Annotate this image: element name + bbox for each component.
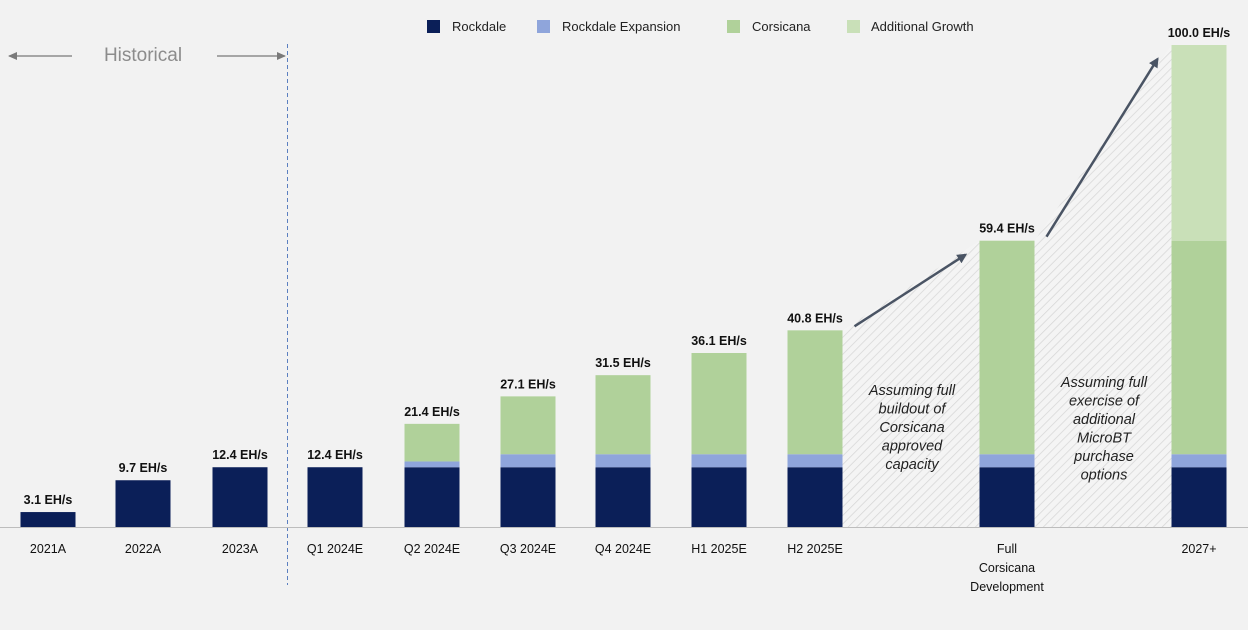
category-label-line: Corsicana bbox=[979, 561, 1035, 575]
value-label: 21.4 EH/s bbox=[404, 405, 460, 419]
category-label-line: 2021A bbox=[30, 542, 67, 556]
annotation-line: approved bbox=[882, 439, 943, 455]
category-label-line: 2023A bbox=[222, 542, 259, 556]
category-label: 2023A bbox=[222, 542, 259, 556]
value-label: 27.1 EH/s bbox=[500, 377, 556, 391]
growth-arrow-2 bbox=[1045, 57, 1159, 238]
legend-label-rockdale-expansion: Rockdale Expansion bbox=[562, 19, 681, 34]
value-label: 59.4 EH/s bbox=[979, 222, 1035, 236]
bar-h2-2025e-corsicana bbox=[787, 330, 843, 455]
annotation-line: options bbox=[1081, 468, 1128, 484]
legend-swatch-additional-growth bbox=[847, 20, 860, 33]
annotation-line: capacity bbox=[885, 457, 939, 473]
legend-swatch-rockdale bbox=[427, 20, 440, 33]
category-label: H1 2025E bbox=[691, 542, 747, 556]
category-label-line: Development bbox=[970, 580, 1044, 594]
category-label-line: Q2 2024E bbox=[404, 542, 460, 556]
annotation-line: Corsicana bbox=[879, 420, 944, 436]
category-label-line: Full bbox=[997, 542, 1017, 556]
value-label: 36.1 EH/s bbox=[691, 334, 747, 348]
category-label: 2021A bbox=[30, 542, 67, 556]
value-label: 9.7 EH/s bbox=[119, 461, 168, 475]
bar-full-corsicana-development-rockdale bbox=[979, 467, 1035, 527]
legend-swatch-corsicana bbox=[727, 20, 740, 33]
category-label: Q1 2024E bbox=[307, 542, 363, 556]
bar-2027-corsicana bbox=[1171, 240, 1227, 455]
value-label: 12.4 EH/s bbox=[307, 448, 363, 462]
historical-marker: Historical bbox=[8, 45, 286, 66]
bar-q4-2024e-rockdale bbox=[595, 467, 651, 527]
growth-arrow-1 bbox=[853, 253, 968, 328]
category-label-line: 2027+ bbox=[1181, 542, 1216, 556]
category-label: 2022A bbox=[125, 542, 162, 556]
historical-label: Historical bbox=[104, 45, 182, 66]
bar-2023a-rockdale bbox=[212, 467, 268, 527]
category-label: Full Corsicana Development bbox=[970, 542, 1044, 594]
annotation-line: exercise of bbox=[1069, 394, 1141, 410]
legend-label-corsicana: Corsicana bbox=[752, 19, 811, 34]
annotations: Assuming full buildout of Corsicana approve… bbox=[868, 375, 1148, 484]
category-label-line: Q4 2024E bbox=[595, 542, 651, 556]
bar-q3-2024e-rockdale-expansion bbox=[500, 454, 556, 468]
bar-q2-2024e-rockdale bbox=[404, 467, 460, 527]
hatch-area-2 bbox=[1034, 45, 1172, 527]
legend-swatch-rockdale-expansion bbox=[537, 20, 550, 33]
annotation-line: buildout of bbox=[879, 402, 948, 418]
bar-2022a-rockdale bbox=[115, 480, 171, 527]
bar-q3-2024e-rockdale bbox=[500, 467, 556, 527]
bar-q3-2024e-corsicana bbox=[500, 396, 556, 455]
annotation-2: Assuming full exercise of additional MicroB… bbox=[1060, 375, 1148, 484]
bar-2027-rockdale bbox=[1171, 467, 1227, 527]
growth-arrows bbox=[853, 57, 1159, 328]
bar-2021a-rockdale bbox=[20, 512, 76, 527]
value-label: 12.4 EH/s bbox=[212, 448, 268, 462]
bar-h1-2025e-corsicana bbox=[691, 352, 747, 455]
category-labels: 2021A 2022A 2023A Q1 2024E Q2 2024E Q3 2024E Q… bbox=[30, 542, 1217, 594]
value-label: 31.5 EH/s bbox=[595, 356, 651, 370]
bar-q4-2024e-corsicana bbox=[595, 375, 651, 455]
category-label-line: H2 2025E bbox=[787, 542, 843, 556]
category-label-line: H1 2025E bbox=[691, 542, 747, 556]
bar-q4-2024e-rockdale-expansion bbox=[595, 454, 651, 468]
bar-q1-2024e-rockdale bbox=[307, 467, 363, 527]
legend-label-rockdale: Rockdale bbox=[452, 19, 506, 34]
value-label: 100.0 EH/s bbox=[1168, 26, 1231, 40]
annotation-line: purchase bbox=[1073, 449, 1134, 465]
value-label: 40.8 EH/s bbox=[787, 311, 843, 325]
bars bbox=[20, 45, 1227, 527]
bar-full-corsicana-development-corsicana bbox=[979, 240, 1035, 455]
category-label-line: 2022A bbox=[125, 542, 162, 556]
value-labels: 3.1 EH/s 9.7 EH/s 12.4 EH/s 12.4 EH/s 21.4 E… bbox=[24, 26, 1231, 507]
category-label: Q2 2024E bbox=[404, 542, 460, 556]
category-label: H2 2025E bbox=[787, 542, 843, 556]
bar-h1-2025e-rockdale-expansion bbox=[691, 454, 747, 468]
legend: Rockdale Rockdale Expansion Corsicana Addit… bbox=[427, 19, 974, 34]
value-label: 3.1 EH/s bbox=[24, 493, 73, 507]
annotation-line: Assuming full bbox=[868, 383, 956, 399]
annotation-line: additional bbox=[1073, 412, 1136, 428]
category-label: 2027+ bbox=[1181, 542, 1216, 556]
annotation-1: Assuming full buildout of Corsicana approve… bbox=[868, 383, 956, 473]
bar-q2-2024e-corsicana bbox=[404, 423, 460, 462]
bar-2027-rockdale-expansion bbox=[1171, 454, 1227, 468]
bar-full-corsicana-development-rockdale-expansion bbox=[979, 454, 1035, 468]
bar-h1-2025e-rockdale bbox=[691, 467, 747, 527]
legend-label-additional-growth: Additional Growth bbox=[871, 19, 974, 34]
category-label: Q4 2024E bbox=[595, 542, 651, 556]
category-label-line: Q1 2024E bbox=[307, 542, 363, 556]
annotation-line: MicroBT bbox=[1077, 431, 1132, 447]
category-label: Q3 2024E bbox=[500, 542, 556, 556]
annotation-line: Assuming full bbox=[1060, 375, 1148, 391]
bar-2027-additional-growth bbox=[1171, 45, 1227, 241]
bar-h2-2025e-rockdale-expansion bbox=[787, 454, 843, 468]
bar-h2-2025e-rockdale bbox=[787, 467, 843, 527]
category-label-line: Q3 2024E bbox=[500, 542, 556, 556]
bar-q2-2024e-rockdale-expansion bbox=[404, 461, 460, 468]
